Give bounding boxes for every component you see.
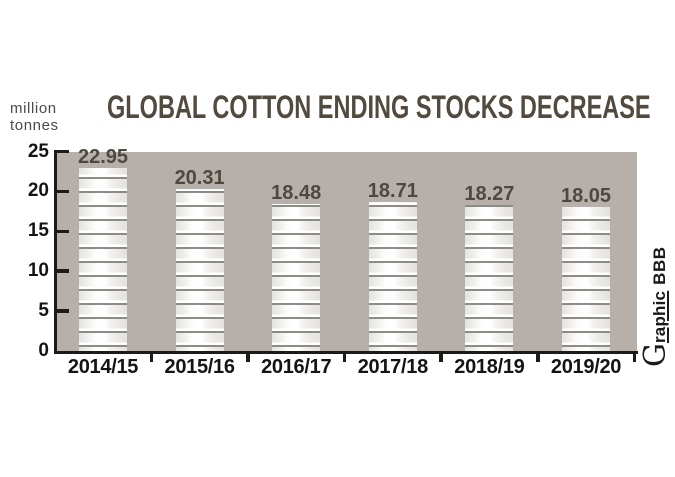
x-axis-tick bbox=[342, 354, 347, 362]
y-axis-tick bbox=[57, 229, 69, 234]
x-axis-category-label: 2016/17 bbox=[261, 356, 332, 378]
credit-suffix: BBB bbox=[650, 246, 669, 285]
x-axis-tick bbox=[439, 354, 443, 362]
y-axis-tick-label: 20 bbox=[27, 180, 49, 202]
y-axis-unit-line1: million bbox=[10, 100, 57, 117]
y-axis-tick-label: 25 bbox=[27, 140, 49, 162]
credit-rest: raphic bbox=[650, 290, 669, 344]
x-axis-category-label: 2015/16 bbox=[164, 356, 235, 378]
x-axis-category-label: 2019/20 bbox=[550, 356, 622, 378]
bar bbox=[175, 188, 224, 351]
x-axis-category-label: 2014/15 bbox=[67, 356, 139, 378]
y-axis-tick-label: 10 bbox=[27, 260, 49, 282]
y-axis-tick-label: 15 bbox=[27, 220, 49, 242]
bar-value-label: 20.31 bbox=[174, 166, 225, 189]
bar bbox=[272, 203, 321, 351]
bar bbox=[562, 207, 610, 351]
bar-value-label: 22.95 bbox=[77, 145, 129, 168]
y-axis-tick bbox=[57, 269, 69, 273]
y-axis-tick-label: 5 bbox=[38, 300, 49, 322]
credit-initial: G bbox=[638, 343, 673, 367]
y-axis-tick-label: 0 bbox=[38, 340, 49, 361]
y-axis-line bbox=[53, 150, 57, 354]
x-axis-tick bbox=[536, 354, 540, 362]
bar-value-label: 18.48 bbox=[271, 181, 322, 204]
y-axis-unit-label: million tonnes bbox=[10, 100, 59, 134]
chart-title: GLOBAL COTTON ENDING STOCKS DECREASE bbox=[107, 89, 651, 125]
y-axis-tick bbox=[57, 149, 69, 154]
bar-value-label: 18.71 bbox=[367, 179, 418, 202]
x-axis-category-label: 2018/19 bbox=[454, 356, 525, 378]
x-axis-line bbox=[53, 350, 638, 354]
y-axis-tick bbox=[57, 309, 69, 313]
y-axis-tick bbox=[57, 189, 69, 194]
y-axis-unit-line2: tonnes bbox=[10, 117, 59, 134]
x-axis-tick bbox=[246, 354, 250, 362]
bar bbox=[465, 205, 514, 351]
x-axis-tick bbox=[149, 354, 154, 362]
x-axis-category-label: 2017/18 bbox=[357, 356, 429, 378]
bar bbox=[368, 201, 417, 351]
bar-value-label: 18.27 bbox=[464, 183, 515, 206]
plot-area bbox=[57, 151, 637, 351]
bar-value-label: 18.05 bbox=[560, 185, 612, 207]
x-axis-end-tick bbox=[632, 354, 636, 362]
bar bbox=[79, 167, 127, 351]
